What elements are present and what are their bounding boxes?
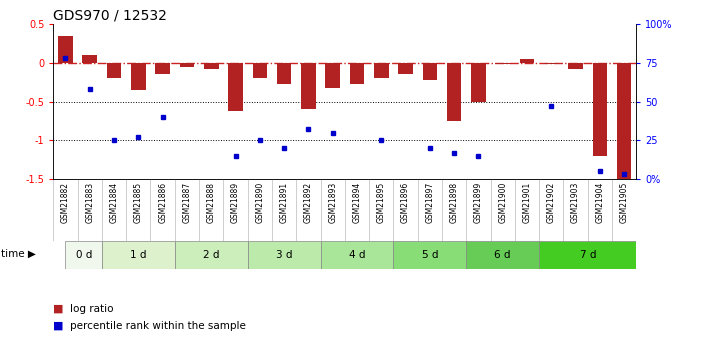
Text: GSM21903: GSM21903	[571, 182, 580, 224]
Text: 7 d: 7 d	[579, 250, 596, 260]
Text: 6 d: 6 d	[494, 250, 511, 260]
Bar	[398, 63, 413, 75]
Bar	[301, 63, 316, 109]
Text: GSM21899: GSM21899	[474, 182, 483, 223]
Bar	[592, 63, 607, 156]
Text: GSM21905: GSM21905	[620, 182, 629, 224]
Text: GSM21885: GSM21885	[134, 182, 143, 223]
Bar	[204, 63, 218, 69]
FancyBboxPatch shape	[393, 241, 466, 269]
Bar	[326, 63, 340, 88]
Bar	[252, 63, 267, 78]
Text: GSM21894: GSM21894	[353, 182, 361, 223]
Bar	[568, 63, 583, 69]
Text: GSM21897: GSM21897	[425, 182, 434, 223]
Text: 4 d: 4 d	[348, 250, 365, 260]
Text: log ratio: log ratio	[70, 304, 113, 314]
Text: 0 d: 0 d	[75, 250, 92, 260]
Text: GSM21892: GSM21892	[304, 182, 313, 223]
Bar	[422, 63, 437, 80]
Text: GSM21888: GSM21888	[207, 182, 215, 223]
Text: time ▶: time ▶	[1, 249, 36, 258]
Text: 1 d: 1 d	[130, 250, 146, 260]
Text: percentile rank within the sample: percentile rank within the sample	[70, 321, 245, 331]
Bar	[131, 63, 146, 90]
Text: GSM21889: GSM21889	[231, 182, 240, 223]
Text: GSM21896: GSM21896	[401, 182, 410, 223]
Text: GSM21886: GSM21886	[158, 182, 167, 223]
Text: GSM21883: GSM21883	[85, 182, 95, 223]
Text: GSM21904: GSM21904	[595, 182, 604, 224]
Bar	[447, 63, 461, 121]
Text: GSM21890: GSM21890	[255, 182, 264, 223]
Bar	[155, 63, 170, 75]
FancyBboxPatch shape	[65, 241, 102, 269]
FancyBboxPatch shape	[247, 241, 321, 269]
Bar	[277, 63, 292, 84]
Text: 3 d: 3 d	[276, 250, 292, 260]
Text: GSM21900: GSM21900	[498, 182, 507, 224]
Bar	[496, 63, 510, 65]
FancyBboxPatch shape	[321, 241, 393, 269]
Text: ■: ■	[53, 304, 64, 314]
FancyBboxPatch shape	[539, 241, 636, 269]
Text: ■: ■	[53, 321, 64, 331]
Bar	[374, 63, 388, 78]
Bar	[520, 59, 535, 63]
Text: GSM21891: GSM21891	[279, 182, 289, 223]
Bar	[544, 63, 559, 65]
Bar	[107, 63, 122, 78]
Bar	[471, 63, 486, 101]
Text: GSM21902: GSM21902	[547, 182, 556, 223]
FancyBboxPatch shape	[175, 241, 247, 269]
Bar	[58, 36, 73, 63]
Text: GSM21895: GSM21895	[377, 182, 386, 223]
Text: GDS970 / 12532: GDS970 / 12532	[53, 9, 167, 23]
FancyBboxPatch shape	[102, 241, 175, 269]
Text: GSM21882: GSM21882	[61, 182, 70, 223]
Text: GSM21887: GSM21887	[183, 182, 191, 223]
FancyBboxPatch shape	[466, 241, 539, 269]
Bar	[350, 63, 364, 84]
Bar	[228, 63, 242, 111]
Text: GSM21901: GSM21901	[523, 182, 532, 223]
Bar	[82, 55, 97, 63]
Text: GSM21898: GSM21898	[449, 182, 459, 223]
Text: GSM21893: GSM21893	[328, 182, 337, 223]
Text: 2 d: 2 d	[203, 250, 220, 260]
Bar	[617, 63, 631, 183]
Bar	[180, 63, 194, 67]
Text: 5 d: 5 d	[422, 250, 438, 260]
Text: GSM21884: GSM21884	[109, 182, 119, 223]
